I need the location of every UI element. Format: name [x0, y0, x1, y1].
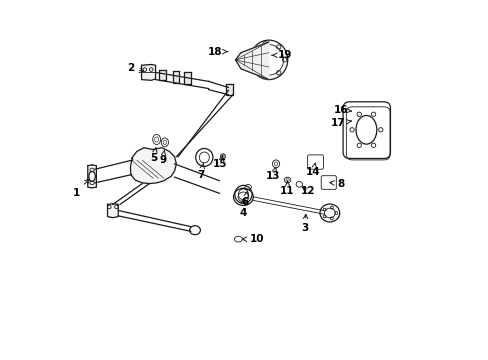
Polygon shape — [225, 84, 233, 95]
Text: 8: 8 — [329, 179, 344, 189]
Polygon shape — [142, 64, 155, 80]
Text: 13: 13 — [265, 167, 280, 181]
Polygon shape — [159, 69, 165, 80]
Text: 15: 15 — [212, 156, 227, 169]
Polygon shape — [107, 204, 118, 218]
Text: 18: 18 — [207, 46, 227, 57]
Polygon shape — [172, 71, 179, 83]
Text: 7: 7 — [197, 164, 204, 180]
Text: 14: 14 — [305, 163, 320, 177]
Text: 19: 19 — [271, 50, 291, 60]
Text: 3: 3 — [301, 214, 308, 233]
Text: 6: 6 — [241, 191, 248, 207]
Polygon shape — [130, 148, 176, 184]
Polygon shape — [88, 165, 96, 188]
Text: 11: 11 — [280, 181, 294, 197]
Text: 12: 12 — [301, 186, 315, 197]
Text: 10: 10 — [242, 234, 264, 244]
Text: 2: 2 — [126, 63, 143, 73]
Text: 5: 5 — [150, 147, 157, 163]
Text: 1: 1 — [72, 179, 89, 198]
Text: 16: 16 — [333, 105, 351, 115]
Text: 17: 17 — [330, 118, 351, 128]
Text: 4: 4 — [239, 199, 246, 218]
Circle shape — [220, 154, 225, 159]
Polygon shape — [183, 72, 191, 84]
Text: 9: 9 — [159, 150, 166, 165]
Polygon shape — [235, 42, 268, 80]
